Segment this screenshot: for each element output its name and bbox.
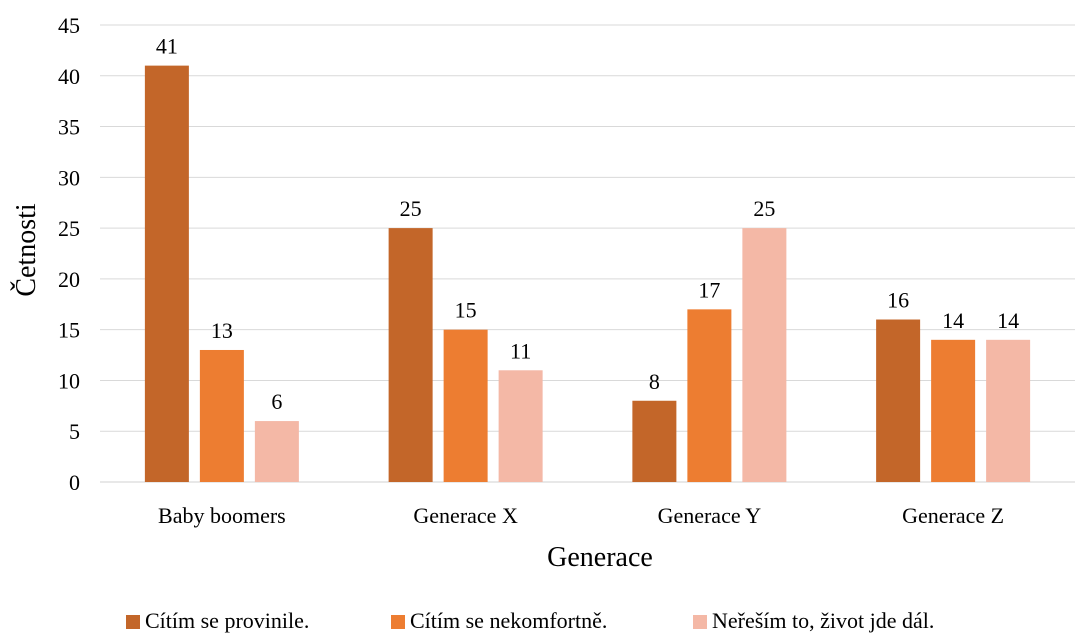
data-label: 14 — [942, 308, 964, 333]
x-axis-title: Generace — [547, 542, 653, 573]
gridlines — [100, 24, 1075, 483]
legend-item-1: Cítím se provinile. — [126, 608, 309, 633]
legend-label: Cítím se provinile. — [145, 608, 309, 633]
legend-swatch — [693, 615, 707, 629]
bar-2-2 — [443, 329, 488, 482]
x-category-label: Generace Y — [658, 503, 762, 528]
y-tick-label: 20 — [58, 267, 80, 292]
y-axis-title: Četnosti — [11, 203, 42, 297]
bar-1-3 — [632, 400, 677, 482]
y-tick-label: 45 — [58, 13, 80, 38]
bar-1-1 — [144, 65, 189, 482]
y-tick-label: 0 — [69, 470, 80, 495]
legend-label: Cítím se nekomfortně. — [410, 608, 607, 633]
legend-swatch — [391, 615, 405, 629]
bar-2-3 — [687, 309, 732, 482]
legend-item-2: Cítím se nekomfortně. — [391, 608, 607, 633]
data-label: 41 — [156, 34, 178, 59]
data-label: 17 — [698, 277, 720, 302]
y-tick-label: 35 — [58, 115, 80, 140]
legend-item-3: Neřeším to, život jde dál. — [693, 608, 934, 633]
data-label: 11 — [510, 338, 531, 363]
bar-3-1 — [254, 421, 299, 482]
x-axis-categories: Baby boomers Generace X Generace Y Generace… — [158, 503, 1004, 528]
data-label: 14 — [997, 308, 1019, 333]
legend: Cítím se provinile. Cítím se nekomfortně.… — [126, 608, 934, 633]
legend-swatch — [126, 615, 140, 629]
y-tick-label: 15 — [58, 318, 80, 343]
bars — [144, 65, 1031, 482]
data-label: 8 — [649, 369, 660, 394]
data-labels: 41 13 6 25 15 11 8 17 25 16 14 14 — [156, 34, 1019, 414]
bar-1-2 — [388, 228, 433, 482]
data-label: 6 — [271, 389, 282, 414]
data-label: 16 — [887, 288, 909, 313]
bar-3-3 — [742, 228, 787, 482]
y-tick-label: 25 — [58, 216, 80, 241]
y-tick-label: 40 — [58, 64, 80, 89]
legend-label: Neřeším to, život jde dál. — [712, 608, 934, 633]
y-tick-label: 10 — [58, 368, 80, 393]
bar-2-4 — [931, 339, 976, 482]
data-label: 25 — [400, 196, 422, 221]
data-label: 25 — [753, 196, 775, 221]
data-label: 13 — [211, 318, 233, 343]
bar-3-2 — [498, 370, 543, 482]
bar-1-4 — [876, 319, 921, 482]
x-category-label: Generace X — [413, 503, 518, 528]
data-label: 15 — [455, 298, 477, 323]
y-axis-ticks: 0 5 10 15 20 25 30 35 40 45 — [58, 13, 80, 495]
y-tick-label: 5 — [69, 419, 80, 444]
bar-2-1 — [199, 349, 244, 482]
x-category-label: Baby boomers — [158, 503, 286, 528]
x-category-label: Generace Z — [902, 503, 1004, 528]
y-tick-label: 30 — [58, 165, 80, 190]
bar-3-4 — [986, 339, 1031, 482]
